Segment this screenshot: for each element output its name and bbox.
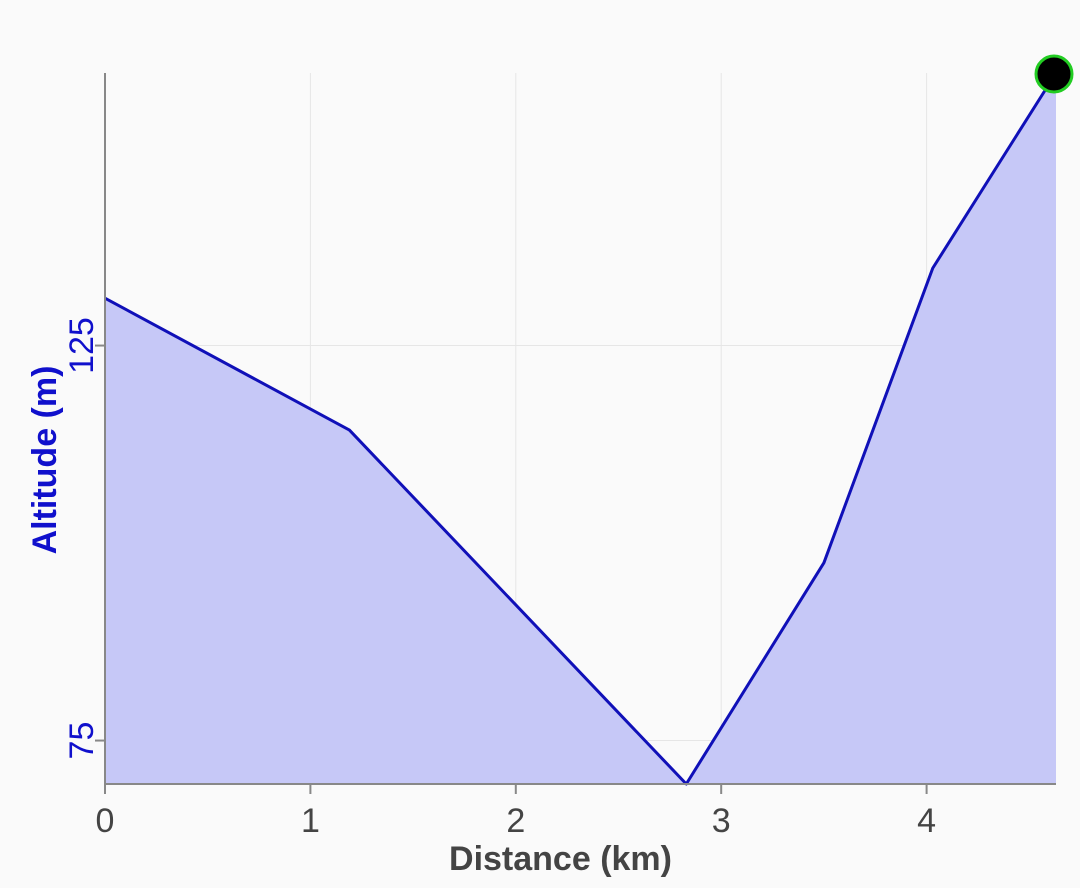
x-tick-label: 1 — [301, 802, 320, 840]
position-marker[interactable] — [1034, 54, 1074, 94]
x-axis-label: Distance (km) — [449, 840, 672, 878]
y-tick-label: 75 — [63, 722, 101, 760]
altitude-line — [104, 72, 1058, 786]
y-axis-ticks: 75 125 — [63, 317, 105, 759]
x-tick-label: 2 — [506, 802, 525, 840]
y-tick-label: 125 — [63, 317, 101, 374]
x-tick-label: 0 — [96, 802, 115, 840]
x-axis-ticks: 0 1 2 3 4 — [96, 784, 936, 840]
y-axis-label: Altitude (m) — [26, 366, 64, 555]
altitude-area-fill — [105, 73, 1056, 784]
x-tick-label: 4 — [917, 802, 936, 840]
x-tick-label: 3 — [712, 802, 731, 840]
